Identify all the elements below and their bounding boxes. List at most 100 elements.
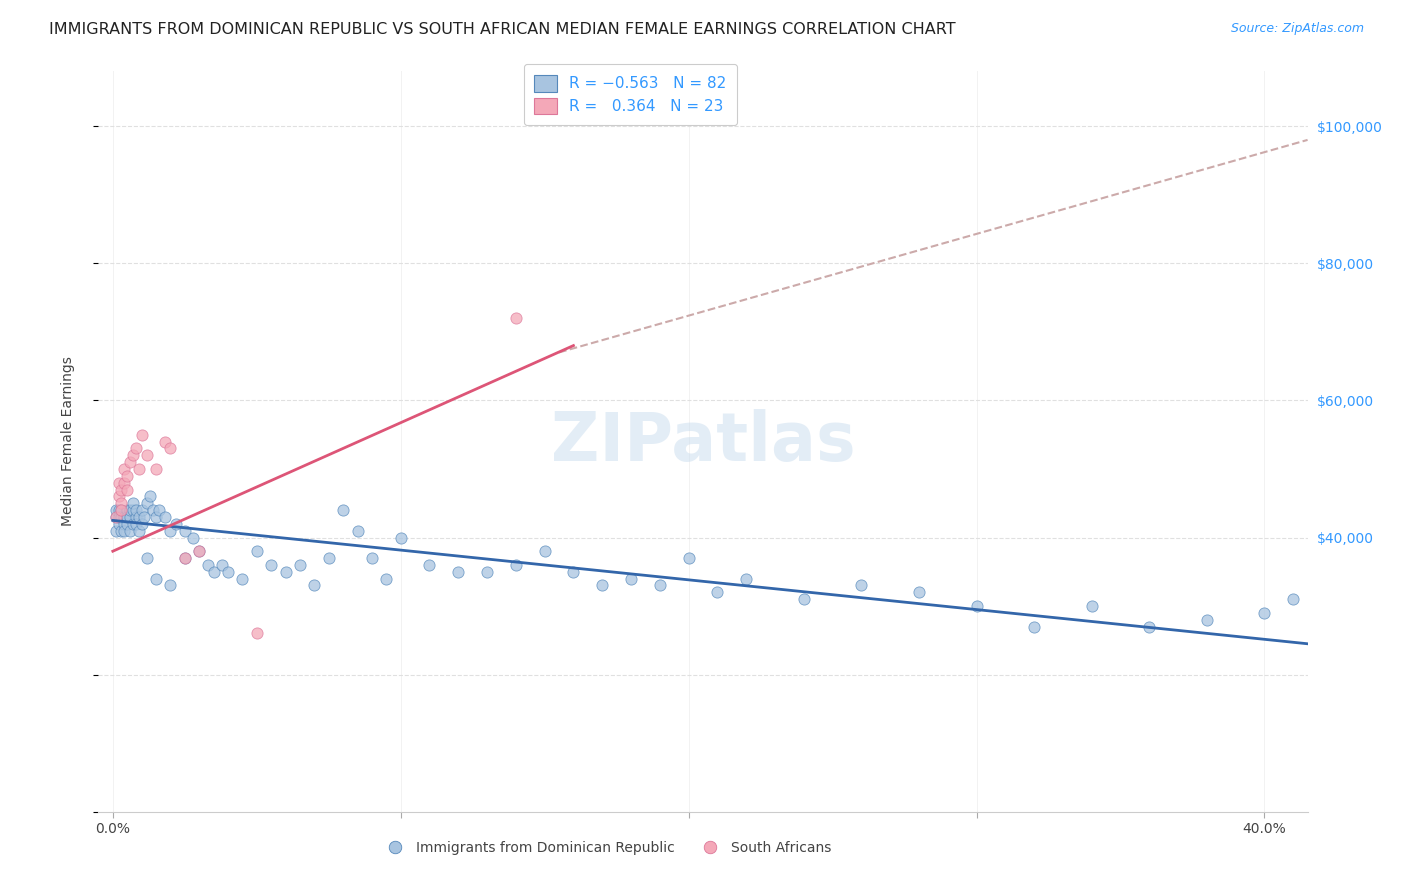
Point bbox=[533, 544, 555, 558]
Point bbox=[145, 510, 167, 524]
Point bbox=[375, 572, 398, 586]
Point bbox=[120, 524, 142, 538]
Point bbox=[447, 565, 470, 579]
Point bbox=[125, 442, 148, 456]
Point bbox=[188, 544, 211, 558]
Point bbox=[112, 475, 135, 490]
Point bbox=[136, 448, 159, 462]
Point bbox=[217, 565, 239, 579]
Point bbox=[115, 510, 138, 524]
Point bbox=[122, 503, 145, 517]
Point bbox=[159, 578, 181, 592]
Point bbox=[122, 516, 145, 531]
Point bbox=[620, 572, 643, 586]
Point bbox=[851, 578, 873, 592]
Point bbox=[389, 531, 412, 545]
Point bbox=[142, 503, 165, 517]
Point bbox=[793, 592, 815, 607]
Point bbox=[134, 510, 156, 524]
Point bbox=[246, 544, 269, 558]
Legend: Immigrants from Dominican Republic, South Africans: Immigrants from Dominican Republic, Sout… bbox=[375, 835, 837, 860]
Point bbox=[120, 455, 142, 469]
Point bbox=[173, 524, 195, 538]
Point bbox=[107, 475, 129, 490]
Point bbox=[211, 558, 233, 572]
Point bbox=[188, 544, 211, 558]
Point bbox=[706, 585, 728, 599]
Point bbox=[246, 626, 269, 640]
Point bbox=[304, 578, 326, 592]
Point bbox=[128, 524, 150, 538]
Point bbox=[125, 516, 148, 531]
Point bbox=[1137, 619, 1160, 633]
Point bbox=[966, 599, 988, 613]
Point bbox=[735, 572, 758, 586]
Point bbox=[110, 483, 132, 497]
Point bbox=[110, 524, 132, 538]
Point bbox=[153, 510, 176, 524]
Point bbox=[110, 510, 132, 524]
Point bbox=[332, 503, 354, 517]
Point bbox=[104, 510, 127, 524]
Point bbox=[153, 434, 176, 449]
Point bbox=[110, 496, 132, 510]
Point bbox=[125, 510, 148, 524]
Point bbox=[107, 516, 129, 531]
Point bbox=[159, 442, 181, 456]
Point bbox=[110, 503, 132, 517]
Point bbox=[131, 427, 153, 442]
Point bbox=[112, 462, 135, 476]
Point bbox=[361, 551, 384, 566]
Point bbox=[165, 516, 187, 531]
Point bbox=[115, 483, 138, 497]
Point bbox=[505, 558, 527, 572]
Point bbox=[908, 585, 931, 599]
Point bbox=[110, 503, 132, 517]
Point bbox=[115, 516, 138, 531]
Point bbox=[145, 462, 167, 476]
Point bbox=[136, 551, 159, 566]
Point bbox=[288, 558, 311, 572]
Point bbox=[1080, 599, 1102, 613]
Point bbox=[120, 510, 142, 524]
Point bbox=[128, 510, 150, 524]
Point bbox=[346, 524, 368, 538]
Point bbox=[139, 489, 162, 503]
Point bbox=[112, 524, 135, 538]
Point bbox=[562, 565, 585, 579]
Point bbox=[202, 565, 225, 579]
Point bbox=[231, 572, 253, 586]
Point bbox=[260, 558, 283, 572]
Point bbox=[115, 468, 138, 483]
Point bbox=[115, 503, 138, 517]
Text: IMMIGRANTS FROM DOMINICAN REPUBLIC VS SOUTH AFRICAN MEDIAN FEMALE EARNINGS CORRE: IMMIGRANTS FROM DOMINICAN REPUBLIC VS SO… bbox=[49, 22, 956, 37]
Y-axis label: Median Female Earnings: Median Female Earnings bbox=[60, 357, 75, 526]
Point bbox=[148, 503, 170, 517]
Point bbox=[505, 311, 527, 326]
Point bbox=[475, 565, 498, 579]
Point bbox=[1282, 592, 1305, 607]
Point bbox=[173, 551, 195, 566]
Point bbox=[318, 551, 340, 566]
Point bbox=[1253, 606, 1275, 620]
Point bbox=[107, 489, 129, 503]
Point bbox=[648, 578, 671, 592]
Point bbox=[1195, 613, 1218, 627]
Point bbox=[145, 572, 167, 586]
Point bbox=[120, 503, 142, 517]
Point bbox=[591, 578, 613, 592]
Point bbox=[197, 558, 219, 572]
Point bbox=[159, 524, 181, 538]
Point bbox=[122, 448, 145, 462]
Point bbox=[1022, 619, 1045, 633]
Point bbox=[122, 496, 145, 510]
Point bbox=[104, 510, 127, 524]
Point bbox=[125, 503, 148, 517]
Point bbox=[418, 558, 440, 572]
Text: Source: ZipAtlas.com: Source: ZipAtlas.com bbox=[1230, 22, 1364, 36]
Point bbox=[107, 503, 129, 517]
Point bbox=[112, 510, 135, 524]
Point bbox=[104, 503, 127, 517]
Point bbox=[131, 503, 153, 517]
Point bbox=[112, 516, 135, 531]
